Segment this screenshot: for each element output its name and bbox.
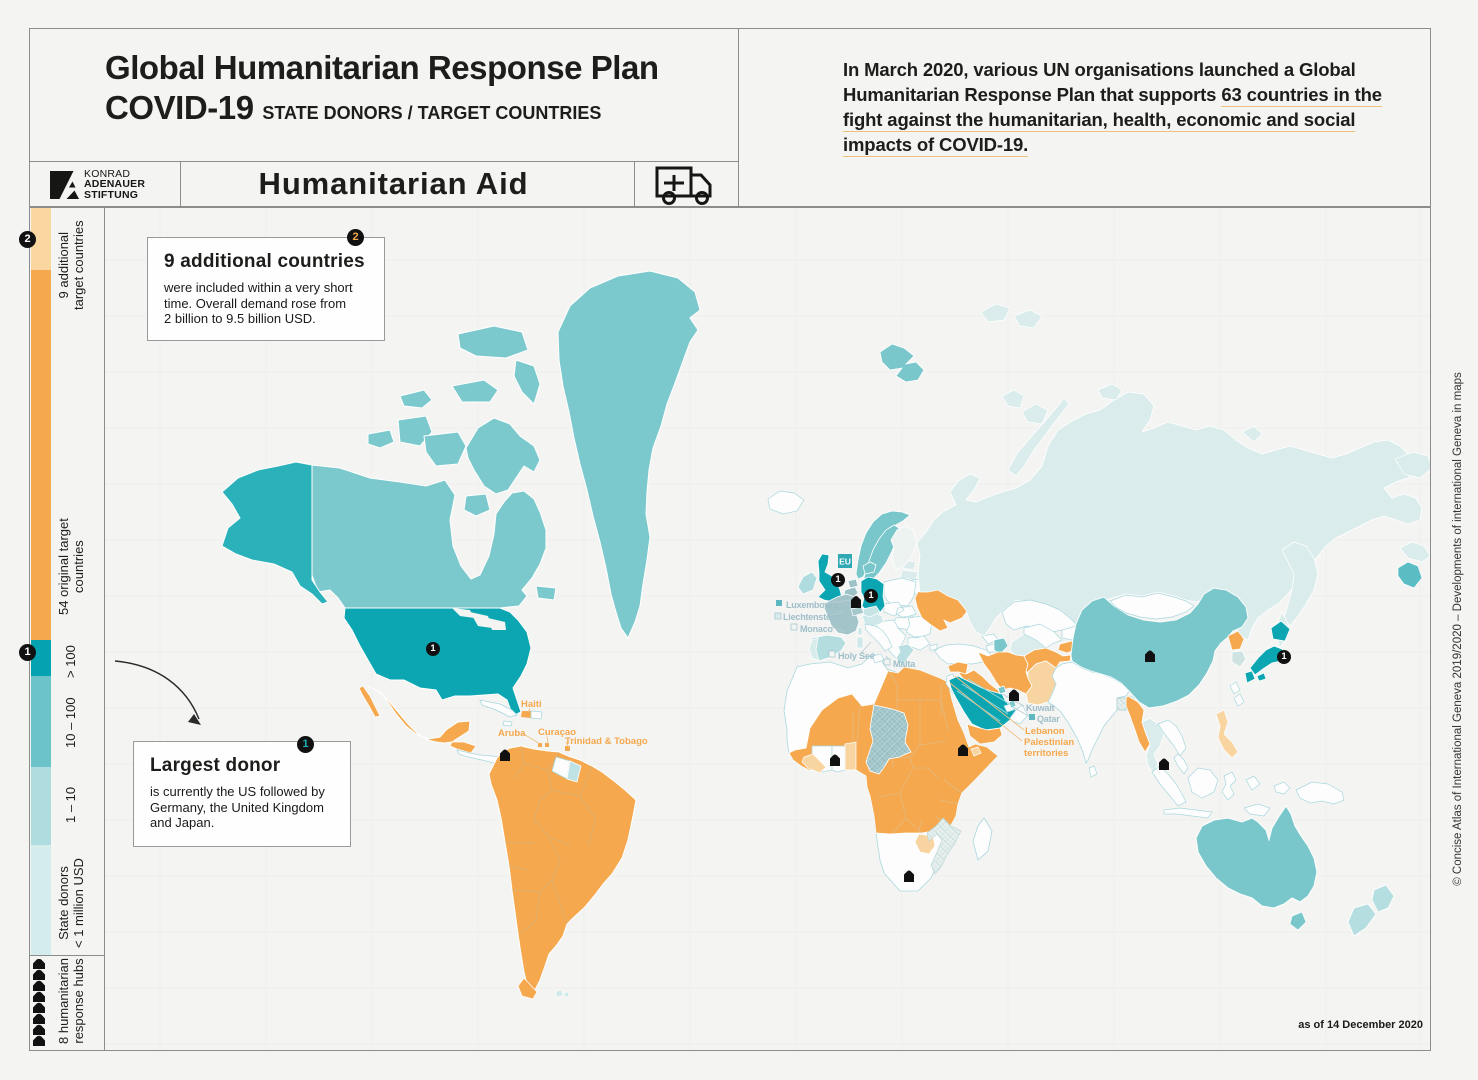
svg-text:Monaco: Monaco xyxy=(800,624,834,634)
svg-text:Kuwait: Kuwait xyxy=(1026,703,1055,713)
svg-text:Malta: Malta xyxy=(893,659,916,669)
svg-text:territories: territories xyxy=(1024,748,1068,759)
svg-text:Aruba: Aruba xyxy=(498,728,526,739)
svg-text:EU: EU xyxy=(839,557,851,567)
svg-text:Haiti: Haiti xyxy=(521,699,542,710)
svg-text:Palestinian: Palestinian xyxy=(1024,737,1074,748)
svg-text:Curaçao: Curaçao xyxy=(538,727,576,738)
svg-text:Qatar: Qatar xyxy=(1037,714,1060,724)
svg-text:Liechtenstein...: Liechtenstein... xyxy=(783,612,845,622)
svg-text:Trinidad & Tobago: Trinidad & Tobago xyxy=(565,736,648,747)
svg-text:Holy See: Holy See xyxy=(838,651,875,661)
svg-text:Lebanon: Lebanon xyxy=(1025,726,1065,737)
svg-text:Luxembourg: Luxembourg xyxy=(786,600,839,610)
